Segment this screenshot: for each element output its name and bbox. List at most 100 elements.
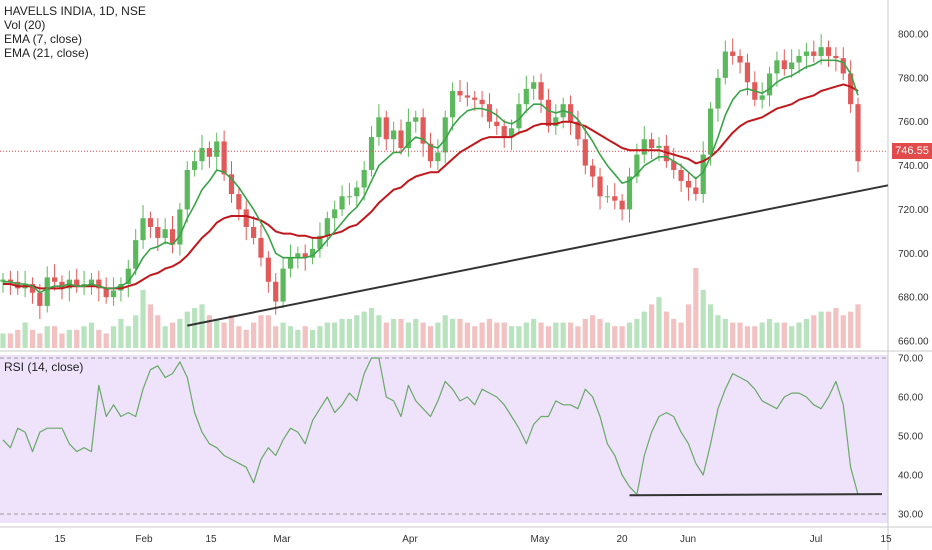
volume-bar (228, 315, 235, 348)
candle-body (368, 137, 375, 170)
volume-bar (427, 326, 434, 348)
candle-body (737, 55, 743, 63)
candle-body (295, 253, 301, 258)
candle-body (649, 139, 655, 149)
candle-body (265, 257, 271, 282)
volume-bar (582, 318, 588, 348)
volume-bar (302, 326, 308, 348)
candle-body (7, 279, 13, 282)
volume-bar (619, 326, 625, 348)
volume-bar (273, 326, 279, 348)
candle-body (420, 117, 426, 144)
volume-bar (125, 326, 131, 348)
volume-bar (531, 318, 537, 348)
volume-bar (324, 322, 330, 348)
volume-bar (744, 326, 751, 348)
volume-bar (612, 326, 618, 348)
volume-bar (15, 329, 21, 348)
rsi-line (2, 357, 859, 496)
volume-bar (398, 318, 404, 348)
volume-bar (450, 318, 456, 348)
rsi-legend: RSI (14, close) (4, 360, 83, 374)
time-axis-label: May (531, 534, 550, 545)
candle-body (29, 283, 36, 293)
volume-bar (486, 318, 493, 348)
candle-body (206, 148, 212, 157)
candle-body (604, 196, 610, 198)
candle-body (59, 281, 65, 289)
volume-bar (332, 322, 338, 348)
candle-body (37, 292, 43, 306)
volume-bar (634, 318, 640, 348)
volume-bar (641, 311, 647, 348)
candle-body (383, 117, 389, 140)
volume-bar (464, 322, 470, 348)
volume-bar (59, 333, 65, 348)
candle-body (789, 62, 795, 70)
volume-bar (236, 326, 242, 348)
candle-body (133, 240, 139, 269)
candle-body (700, 154, 706, 195)
time-axis-label: 15 (205, 534, 217, 545)
candle-body (51, 277, 58, 282)
volume-bar (199, 304, 205, 348)
price-axis-label: 660.00 (898, 337, 929, 348)
price-axis-label: 680.00 (898, 293, 929, 304)
price-axis-label: 720.00 (898, 205, 929, 216)
candle-body (464, 95, 470, 98)
time-axis-label: Mar (273, 534, 291, 545)
volume-bar (420, 322, 426, 348)
volume-bar (811, 315, 817, 348)
volume-bar (538, 322, 544, 348)
volume-bar (317, 326, 323, 348)
candle-body (0, 279, 6, 282)
candle-body (81, 283, 87, 287)
volume-bar (663, 311, 669, 348)
volume-bar (575, 326, 581, 348)
volume-bar (51, 326, 58, 348)
volume-bar (759, 322, 765, 348)
candle-body (236, 194, 242, 210)
volume-bar (206, 315, 212, 348)
candle-body (494, 121, 500, 127)
volume-bar (715, 315, 721, 348)
volume-bar (789, 326, 795, 348)
volume-bar (604, 322, 610, 348)
candle-body (855, 104, 861, 162)
candle-body (575, 121, 581, 140)
candle-body (486, 104, 493, 122)
candle-body (155, 226, 161, 238)
volume-bar (707, 304, 714, 348)
candle-body (361, 169, 367, 188)
volume-bar (560, 322, 566, 348)
candle-body (479, 99, 485, 105)
volume-bar (346, 318, 353, 348)
volume-bar (649, 304, 655, 348)
candle-body (840, 58, 846, 74)
rsi-axis-label: 50.00 (898, 432, 923, 443)
volume-bar (383, 322, 389, 348)
chart-legend: HAVELLS INDIA, 1D, NSE Vol (20) EMA (7, … (4, 4, 146, 60)
volume-bar (722, 318, 728, 348)
candle-body (803, 51, 810, 56)
candle-body (110, 290, 117, 298)
candle-body (693, 187, 699, 195)
last-price-tag: 746.55 (892, 143, 932, 159)
candle-body (354, 187, 360, 197)
candle-body (332, 209, 338, 219)
volume-bar (737, 322, 743, 348)
candle-body (663, 145, 669, 162)
volume-bar (0, 333, 6, 348)
volume-bar (803, 318, 810, 348)
volume-bar (457, 318, 463, 348)
candle-body (214, 141, 220, 157)
candle-body (199, 148, 205, 162)
time-axis-label: 15 (880, 534, 892, 545)
volume-bar (214, 318, 220, 348)
price-axis-label: 800.00 (898, 30, 929, 41)
candle-body (472, 97, 478, 100)
volume-bar (413, 318, 419, 348)
volume-bar (501, 322, 507, 348)
volume-bar (280, 322, 286, 348)
